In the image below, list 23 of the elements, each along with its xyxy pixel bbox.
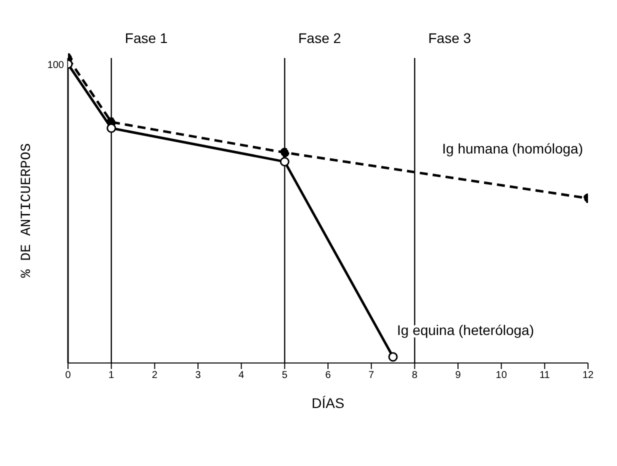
x-tick-label: 3	[195, 370, 202, 382]
point	[388, 352, 398, 362]
x-tick-label: 4	[238, 370, 245, 382]
x-tick-label: 2	[152, 370, 158, 382]
x-tick-label: 1	[108, 370, 115, 382]
point	[280, 156, 290, 166]
y-axis-title: % DE ANTICUERPOS	[19, 143, 35, 278]
ref-line-label: Fase 3	[428, 30, 472, 46]
text: 100	[47, 60, 64, 71]
ref-line-label: Fase 2	[298, 30, 342, 46]
point	[106, 123, 116, 133]
x-tick-label: 7	[368, 370, 375, 382]
x-tick-label: 6	[325, 370, 332, 382]
ref-line-label: Fase 1	[124, 30, 168, 46]
x-tick-label: 12	[582, 370, 594, 382]
x-axis-title: DÍAS	[312, 395, 344, 411]
series-label: Ig humana (homóloga)	[442, 140, 583, 156]
x-tick-label: 8	[412, 370, 418, 382]
x-tick-label: 9	[455, 370, 462, 382]
x-tick-label: 11	[539, 370, 550, 382]
x-tick-label: 10	[496, 370, 508, 382]
x-tick-label: 0	[65, 370, 72, 382]
x-tick-label: 5	[282, 370, 288, 382]
